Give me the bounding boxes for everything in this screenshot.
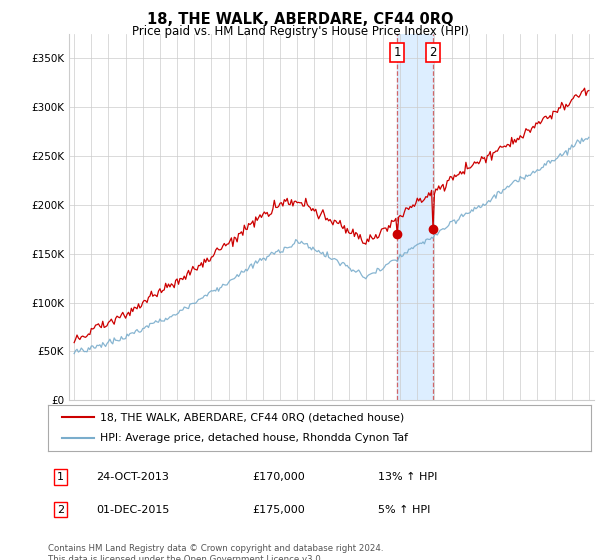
Text: Contains HM Land Registry data © Crown copyright and database right 2024.
This d: Contains HM Land Registry data © Crown c… xyxy=(48,544,383,560)
Bar xyxy=(397,34,433,400)
Text: £175,000: £175,000 xyxy=(252,505,305,515)
Text: 24-OCT-2013: 24-OCT-2013 xyxy=(96,472,169,482)
Text: 13% ↑ HPI: 13% ↑ HPI xyxy=(378,472,437,482)
Text: £170,000: £170,000 xyxy=(252,472,305,482)
Text: HPI: Average price, detached house, Rhondda Cynon Taf: HPI: Average price, detached house, Rhon… xyxy=(100,433,407,444)
Text: 2: 2 xyxy=(57,505,64,515)
Text: 2: 2 xyxy=(430,46,437,59)
Text: 18, THE WALK, ABERDARE, CF44 0RQ (detached house): 18, THE WALK, ABERDARE, CF44 0RQ (detach… xyxy=(100,412,404,422)
Text: 1: 1 xyxy=(57,472,64,482)
Text: Price paid vs. HM Land Registry's House Price Index (HPI): Price paid vs. HM Land Registry's House … xyxy=(131,25,469,38)
Text: 5% ↑ HPI: 5% ↑ HPI xyxy=(378,505,430,515)
Text: 18, THE WALK, ABERDARE, CF44 0RQ: 18, THE WALK, ABERDARE, CF44 0RQ xyxy=(147,12,453,27)
Text: 01-DEC-2015: 01-DEC-2015 xyxy=(96,505,169,515)
Text: 1: 1 xyxy=(393,46,401,59)
